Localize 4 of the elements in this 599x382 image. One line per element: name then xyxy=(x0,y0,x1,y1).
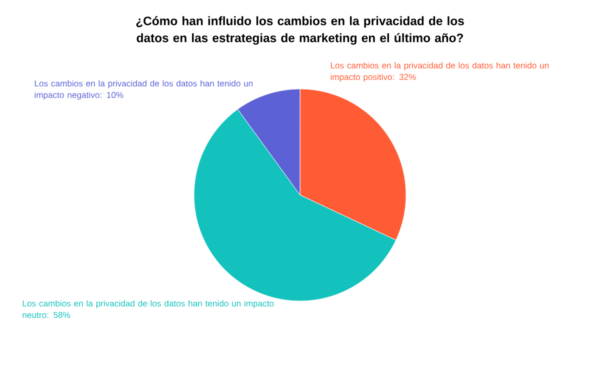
slice-label: Los cambios en la privacidad de los datos han tenido un impacto positivo: 32% xyxy=(330,62,549,82)
chart-title: ¿Cómo han influido los cambios en la privacidad de los datos en las estrategias de marketing en el último año? xyxy=(136,16,464,45)
slice-label: Los cambios en la privacidad de los datos han tenido un impacto neutro: 58% xyxy=(22,300,274,318)
slice-label: Los cambios en la privacidad de los datos han tenido un impacto negativo: 10% xyxy=(34,80,253,100)
